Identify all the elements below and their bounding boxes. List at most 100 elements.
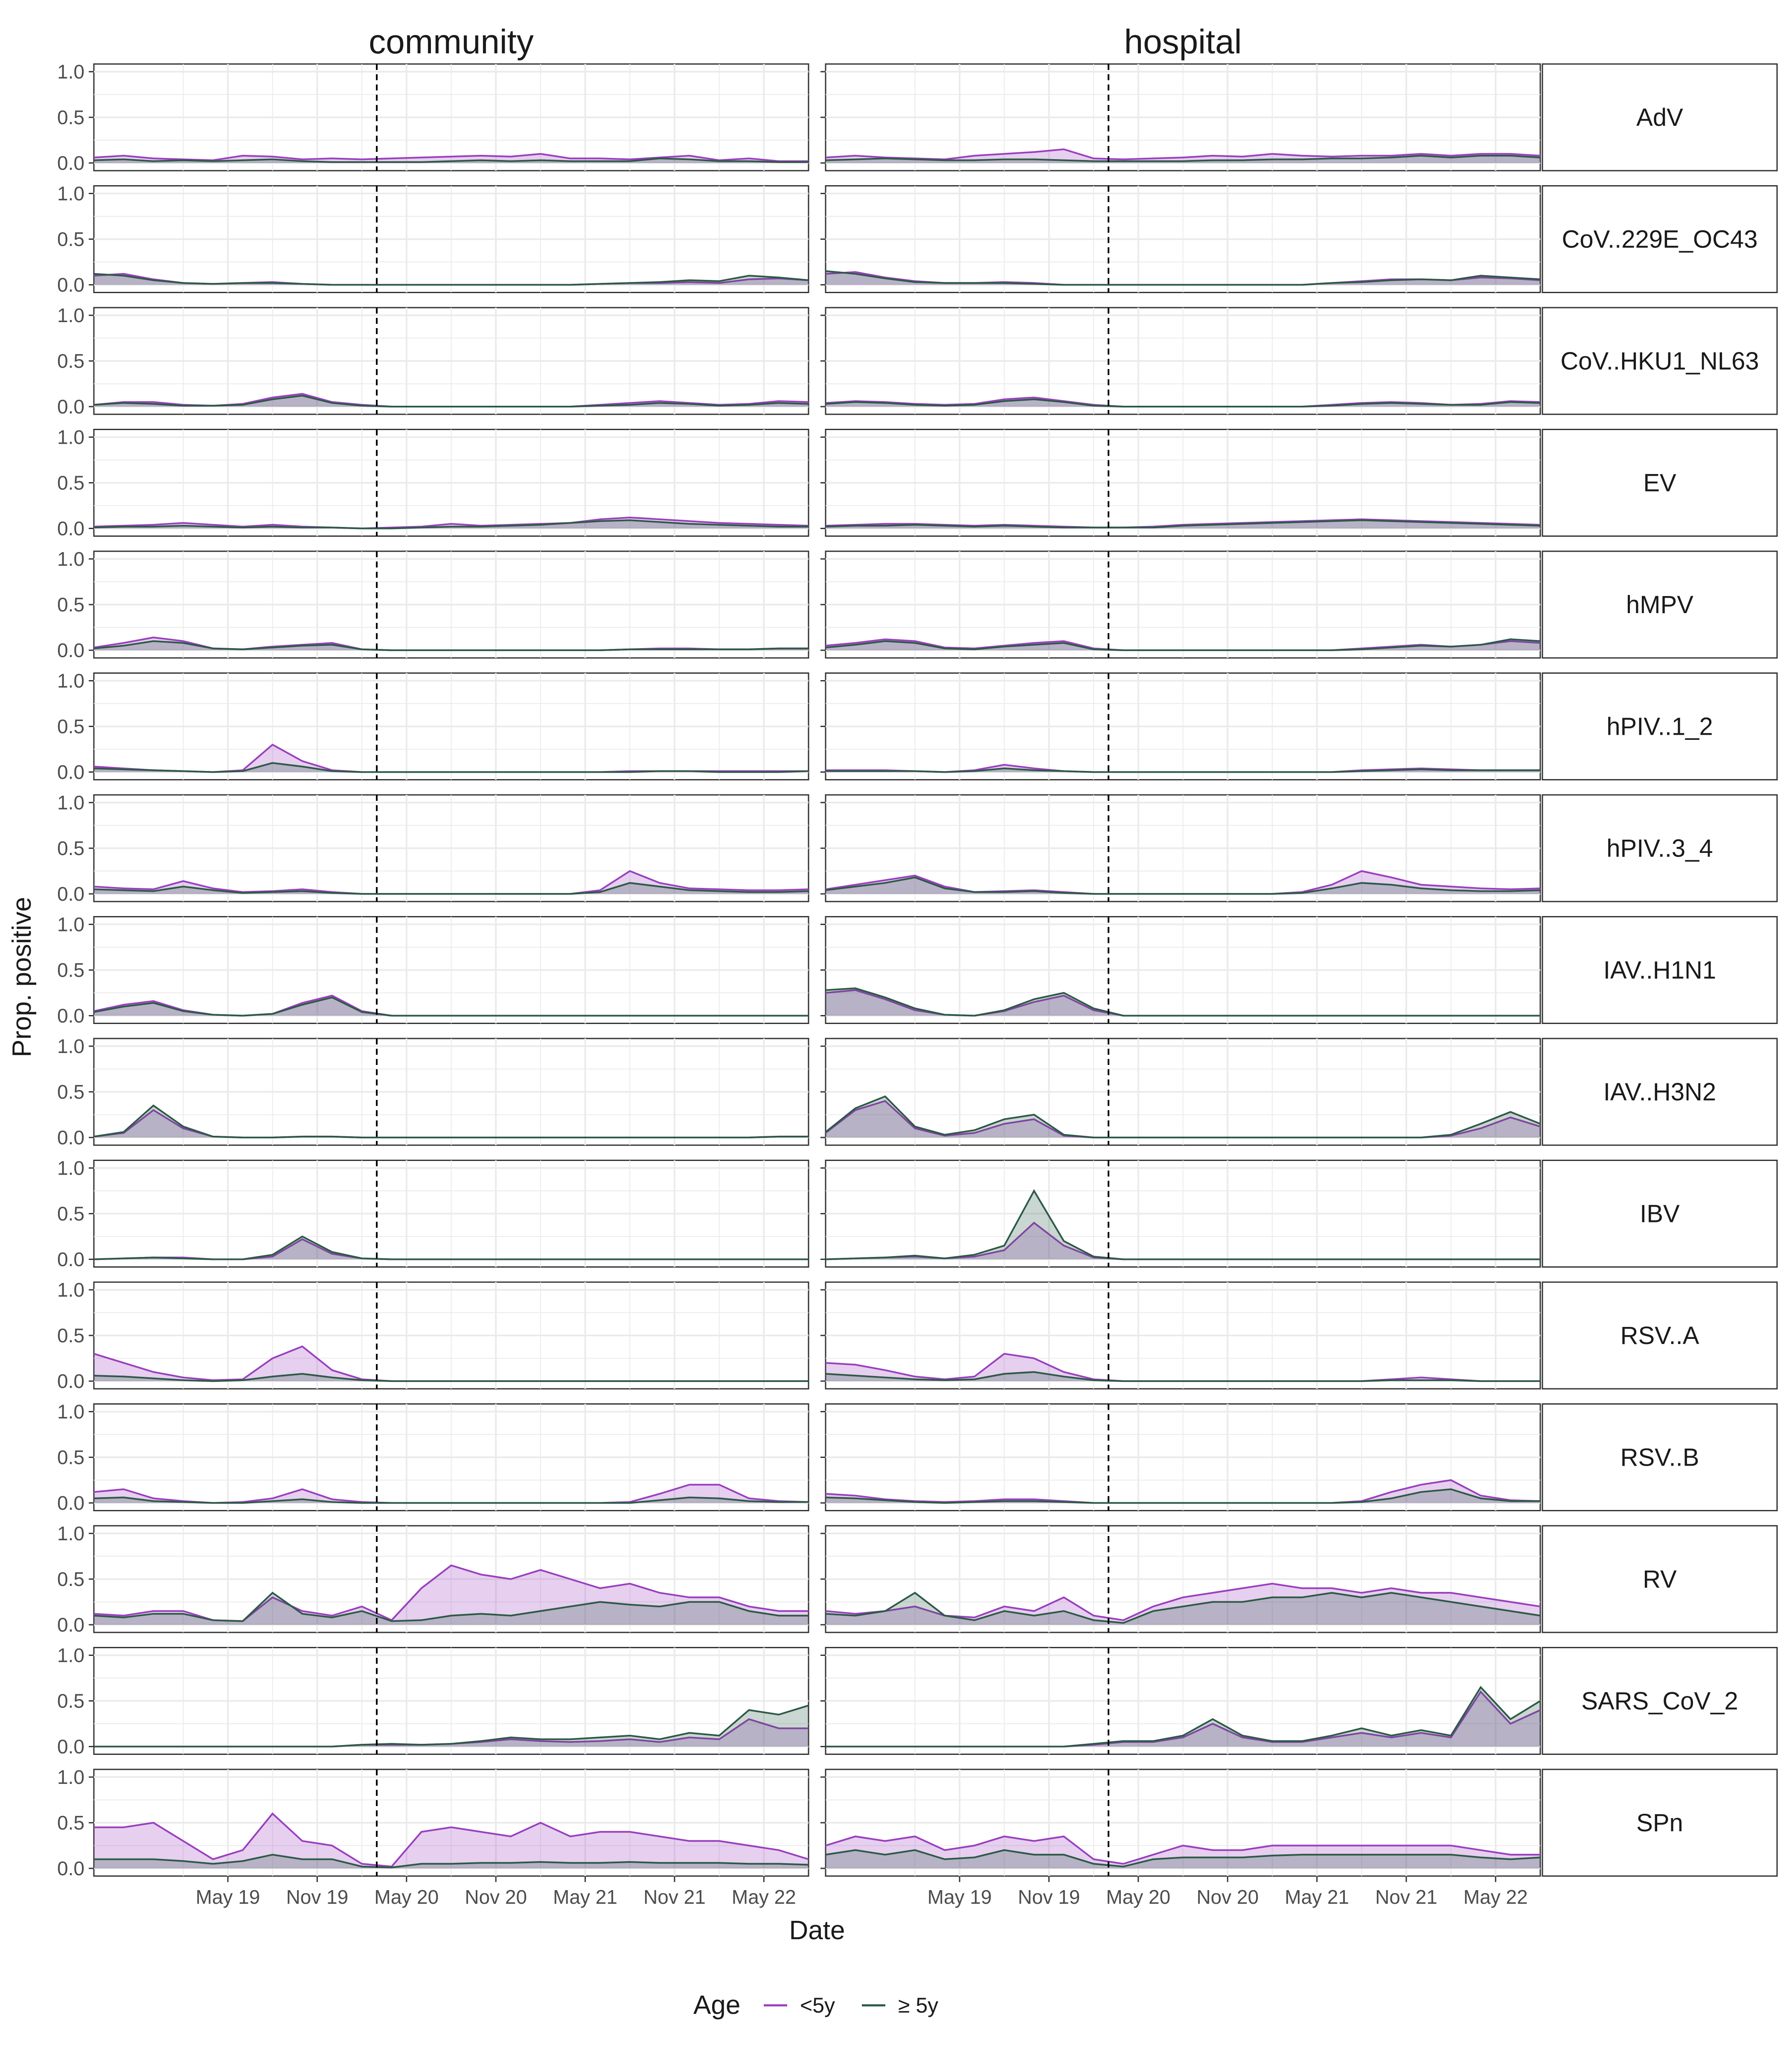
series-line-over5 xyxy=(825,1189,1540,1260)
series-line-over5 xyxy=(825,1591,1541,1624)
row-strip-SPn: SPn xyxy=(1542,1769,1778,1877)
y-tick-label: 0.0 xyxy=(57,518,84,540)
y-tick-label: 1.0 xyxy=(57,1035,84,1057)
row-strip-RSV..B: RSV..B xyxy=(1542,1403,1778,1511)
row-strip-label: RSV..B xyxy=(1620,1444,1699,1472)
panel-hospital-RSV..B xyxy=(820,1403,1541,1511)
x-tick-label: May 22 xyxy=(1463,1886,1528,1908)
series-band-under5 xyxy=(94,995,809,1016)
row-strip-label: IBV xyxy=(1640,1200,1680,1228)
y-tick-label: 0.0 xyxy=(57,761,84,783)
y-tick-label: 0.0 xyxy=(57,1736,84,1758)
series-band-over5 xyxy=(94,1373,809,1381)
series-band-over5 xyxy=(94,1593,809,1625)
series-band-over5 xyxy=(94,1854,809,1868)
series-line-over5 xyxy=(826,1686,1541,1748)
row-strip-box xyxy=(1542,1403,1778,1511)
legend-title: Age xyxy=(693,1990,740,2020)
panel-community-SARS_CoV_2: 0.0 0.5 1.0 xyxy=(57,1644,809,1758)
panel-hospital-SPn xyxy=(820,1769,1541,1877)
panel-community-CoV..229E_OC43: 0.0 0.5 1.0 xyxy=(57,183,809,296)
panel-hospital-IAV..H1N1 xyxy=(820,916,1541,1024)
row-strip-IBV: IBV xyxy=(1542,1160,1778,1268)
row-strip-hPIV..1_2: hPIV..1_2 xyxy=(1542,672,1778,780)
row-strip-box xyxy=(1542,1525,1778,1633)
series-band-over5 xyxy=(94,763,809,772)
row-strip-box xyxy=(1542,1769,1778,1877)
x-tick-label: Nov 20 xyxy=(465,1886,527,1908)
x-tick-label: Nov 21 xyxy=(643,1886,706,1908)
series-line-over5 xyxy=(825,876,1541,895)
row-strip-label: IAV..H1N1 xyxy=(1603,957,1716,984)
row-strip-label: RSV..A xyxy=(1620,1322,1699,1350)
series-line-over5 xyxy=(825,987,1540,1017)
series-line-under5 xyxy=(93,153,809,162)
x-axes: May 19 Nov 19 May 20 Nov 20 May 21 Nov 21 May … xyxy=(196,1876,1528,1908)
row-strip-CoV..HKU1_NL63: CoV..HKU1_NL63 xyxy=(1542,307,1778,415)
y-tick-label: 1.0 xyxy=(57,1279,84,1301)
series-band-over5 xyxy=(826,1687,1540,1747)
row-strip-box xyxy=(1542,1281,1778,1390)
y-tick-label: 1.0 xyxy=(57,426,84,448)
panel-community-RSV..B: 0.0 0.5 1.0 xyxy=(57,1401,809,1514)
y-tick-label: 1.0 xyxy=(57,548,84,570)
row-strip-box xyxy=(1542,1038,1778,1146)
series-band-under5 xyxy=(94,1110,809,1137)
row-strip-label: CoV..HKU1_NL63 xyxy=(1560,347,1759,375)
y-tick-label: 0.5 xyxy=(57,1081,84,1103)
y-tick-label: 0.0 xyxy=(57,396,84,418)
series-line-over5 xyxy=(93,273,809,286)
y-tick-label: 0.0 xyxy=(57,274,84,296)
y-tick-label: 1.0 xyxy=(57,670,84,692)
series-band-under5 xyxy=(94,1346,809,1381)
row-strip-box xyxy=(1542,429,1778,537)
x-tick-label: Nov 21 xyxy=(1375,1886,1437,1908)
series-line-under5 xyxy=(94,1812,809,1868)
row-strip-label: hPIV..1_2 xyxy=(1606,713,1713,741)
series-line-over5 xyxy=(825,1095,1541,1138)
y-tick-label: 1.0 xyxy=(57,791,84,814)
y-tick-label: 0.5 xyxy=(57,106,84,128)
series-line-over5 xyxy=(93,1373,809,1382)
y-tick-label: 0.5 xyxy=(57,1446,84,1469)
y-tick-label: 0.0 xyxy=(57,639,84,661)
series-band-over5 xyxy=(94,1105,809,1137)
y-tick-label: 0.0 xyxy=(57,1370,84,1392)
panel-community-RV: 0.0 0.5 1.0 xyxy=(57,1522,809,1636)
x-tick-label: May 19 xyxy=(196,1886,260,1908)
panel-hospital-RV xyxy=(820,1525,1541,1633)
y-tick-label: 0.0 xyxy=(57,1614,84,1636)
y-tick-label: 0.0 xyxy=(57,152,84,174)
panel-community-IBV: 0.0 0.5 1.0 xyxy=(57,1157,809,1271)
x-tick-label: Nov 19 xyxy=(286,1886,349,1908)
series-band-under5 xyxy=(94,871,809,894)
series-line-over5 xyxy=(825,398,1541,407)
panel-hospital-IAV..H3N2 xyxy=(820,1038,1541,1146)
series-band-over5 xyxy=(826,1096,1540,1137)
series-band-under5 xyxy=(94,745,809,772)
panel-community-hPIV..1_2: 0.0 0.5 1.0 xyxy=(57,670,809,783)
y-tick-label: 0.5 xyxy=(57,716,84,738)
y-tick-label: 0.5 xyxy=(57,1690,84,1712)
series-band-under5 xyxy=(826,871,1540,894)
y-tick-label: 0.0 xyxy=(57,1005,84,1027)
panel-hospital-SARS_CoV_2 xyxy=(820,1647,1541,1755)
x-tick-label: May 21 xyxy=(1285,1886,1349,1908)
series-band-under5 xyxy=(826,990,1540,1016)
y-tick-label: 0.5 xyxy=(57,1812,84,1834)
series-line-over5 xyxy=(94,1853,809,1868)
row-strip-label: RV xyxy=(1643,1565,1677,1593)
series-line-over5 xyxy=(94,1705,809,1748)
series-line-over5 xyxy=(825,270,1541,286)
panel-community-hMPV: 0.0 0.5 1.0 xyxy=(57,548,809,661)
row-strip-RV: RV xyxy=(1542,1525,1778,1633)
panel-community-SPn: 0.0 0.5 1.0 xyxy=(57,1766,809,1879)
series-line-under5 xyxy=(825,518,1541,529)
row-strip-label: hMPV xyxy=(1626,591,1693,619)
series-line-over5 xyxy=(93,157,809,163)
y-tick-label: 0.5 xyxy=(57,472,84,494)
y-tick-label: 0.5 xyxy=(57,228,84,250)
panel-hospital-CoV..HKU1_NL63 xyxy=(820,307,1541,415)
row-strip-AdV: AdV xyxy=(1542,63,1778,172)
row-strip-SARS_CoV_2: SARS_CoV_2 xyxy=(1542,1647,1778,1755)
